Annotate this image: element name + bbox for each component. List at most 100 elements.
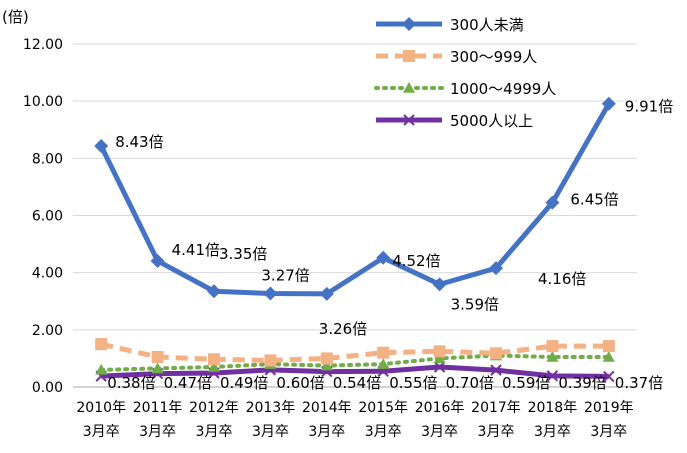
square-marker [95,338,108,351]
y-tick-label: 0.00 [32,380,63,396]
series-0 [94,96,616,301]
legend-item: 5000人以上 [376,112,533,130]
x-axis-ticks: 2010年 3月卒 2011年 3月卒 2012年 3月卒 2013年 3月卒 2014年 3月卒… [76,400,633,440]
x-tick-label: 3月卒 [534,424,571,440]
diamond-marker [545,195,560,210]
diamond-marker [207,284,221,299]
square-marker [602,340,615,353]
series-1 [95,338,615,367]
diamond-marker [376,250,391,265]
legend-label: 300人未満 [450,16,524,34]
diamond-marker [263,286,278,301]
square-marker [546,340,559,353]
diamond-marker [432,277,447,292]
data-label: 0.47倍 [164,374,212,392]
square-marker [320,352,333,365]
data-label: 3.27倍 [261,267,309,285]
x-tick-label: 3月卒 [365,424,402,440]
data-label: 3.26倍 [319,320,367,338]
x-tick-label: 3月卒 [139,424,176,440]
data-label: 8.43倍 [115,133,163,151]
x-tick-label: 3月卒 [590,424,627,440]
x-marker-stroke [546,370,559,382]
x-tick-label: 3月卒 [83,424,120,440]
x-marker [546,370,559,382]
data-label: 3.59倍 [451,295,499,313]
data-label: 0.70倍 [446,374,494,392]
legend-item: 300～999人 [376,48,537,66]
data-label: 0.38倍 [107,374,155,392]
data-label: 4.16倍 [538,270,586,288]
triangle-marker [151,362,164,374]
y-axis-unit-label: (倍) [2,8,29,26]
x-tick-label: 2018年 [528,400,578,416]
x-tick-label: 3月卒 [196,424,233,440]
square-marker [264,354,277,367]
data-label: 0.59倍 [502,374,550,392]
legend-label: 300～999人 [450,48,537,66]
x-tick-label: 2013年 [246,400,296,416]
x-tick-label: 2019年 [584,400,634,416]
y-tick-label: 4.00 [32,266,63,282]
y-tick-label: 12.00 [23,37,63,53]
x-marker-stroke [490,364,502,376]
data-label: 4.52倍 [392,252,440,270]
diamond-marker [94,139,109,154]
square-marker [433,345,446,358]
data-label: 4.41倍 [172,241,220,259]
x-tick-label: 3月卒 [252,424,289,440]
x-tick-label: 2010年 [76,400,126,416]
x-tick-label: 2016年 [415,400,465,416]
diamond-marker [489,261,503,276]
legend-item: 300人未満 [376,16,524,34]
y-tick-label: 8.00 [32,151,63,167]
triangle-marker [95,363,108,375]
data-label: 0.54倍 [333,374,381,392]
y-tick-label: 10.00 [23,94,63,110]
x-tick-label: 2015年 [358,400,408,416]
diamond-marker [402,17,416,31]
data-label: 0.37倍 [615,374,663,392]
series-line [101,364,609,379]
x-tick-label: 2012年 [189,400,239,416]
triangle-marker [546,350,559,362]
x-marker-stroke [403,114,415,126]
data-label: 0.60倍 [276,374,324,392]
square-marker [490,347,502,360]
triangle-marker [433,352,446,364]
data-label: 3.35倍 [219,245,267,263]
triangle-marker [320,359,333,371]
x-tick-label: 3月卒 [421,424,458,440]
x-marker [433,361,446,373]
y-axis-ticks: 0.00 2.00 4.00 6.00 8.00 10.00 12.00 [23,37,63,396]
x-tick-label: 2017年 [471,400,521,416]
x-marker [403,114,415,126]
legend-label: 1000～4999人 [450,80,556,98]
y-tick-label: 2.00 [32,323,63,339]
x-marker [490,364,502,376]
series-line [98,102,611,297]
diamond-marker [601,96,616,111]
x-marker [603,370,615,383]
legend-item: 1000～4999人 [374,80,556,98]
square-marker [151,350,164,363]
data-label: 6.45倍 [570,191,618,209]
square-marker [208,353,220,366]
y-tick-label: 6.00 [32,209,63,225]
triangle-marker [602,350,615,362]
triangle-marker [403,82,415,93]
diamond-marker [150,253,165,268]
legend: 300人未満 300～999人 1000～4999人 5000人以上 [374,16,556,130]
x-tick-label: 2014年 [302,400,352,416]
diamond-marker [319,286,334,301]
data-label: 0.55倍 [389,374,437,392]
x-marker-stroke [433,361,446,373]
triangle-marker [208,360,220,372]
x-tick-label: 3月卒 [308,424,345,440]
grid [73,43,637,388]
legend-label: 5000人以上 [450,112,533,130]
data-label: 0.39倍 [558,374,606,392]
data-label: 0.49倍 [220,374,268,392]
